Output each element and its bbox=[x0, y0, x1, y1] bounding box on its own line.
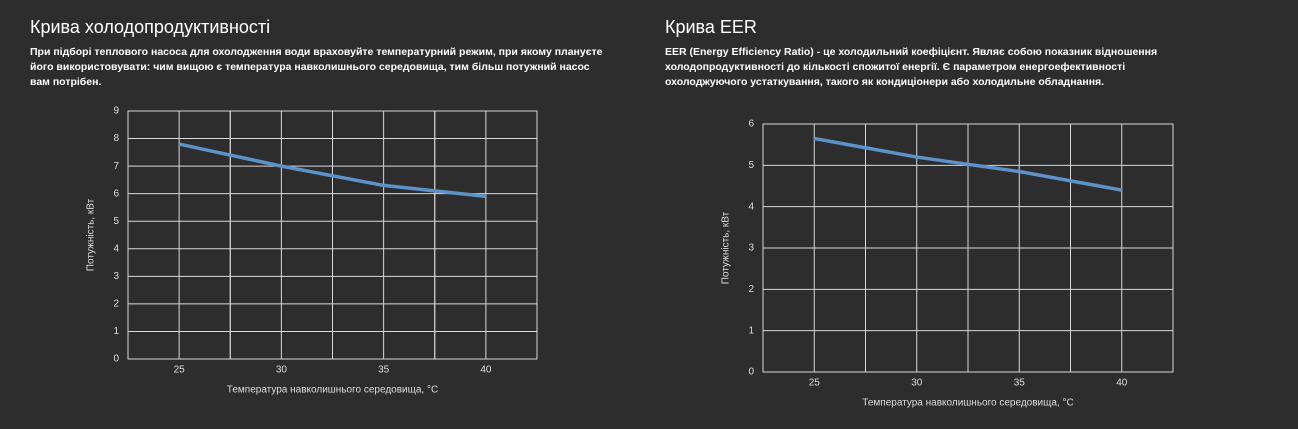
chart-title: Крива холодопродуктивності bbox=[30, 17, 271, 37]
x-tick-label: 30 bbox=[276, 365, 288, 376]
y-axis-label: Потужність, кВт bbox=[721, 211, 732, 284]
y-tick-label: 9 bbox=[113, 106, 119, 117]
chart-subtitle: При підборі теплового насоса для охолодж… bbox=[30, 46, 603, 88]
line bbox=[178, 142, 487, 199]
x-tick-label: 25 bbox=[809, 378, 821, 389]
y-tick-label: 7 bbox=[113, 161, 119, 172]
y-tick-label: 8 bbox=[113, 133, 119, 144]
y-tick-label: 3 bbox=[113, 271, 119, 282]
y-tick-label: 1 bbox=[748, 325, 754, 336]
x-tick-label: 25 bbox=[174, 365, 186, 376]
y-tick-label: 2 bbox=[748, 284, 754, 295]
line bbox=[813, 136, 1123, 192]
y-axis-label: Потужність, кВт bbox=[86, 198, 97, 271]
x-axis-label: Температура навколишнього середовища, °C bbox=[862, 398, 1073, 409]
y-tick-label: 5 bbox=[748, 160, 754, 171]
y-tick-label: 6 bbox=[748, 119, 754, 130]
x-tick-label: 30 bbox=[911, 378, 923, 389]
x-tick-label: 35 bbox=[1014, 378, 1026, 389]
x-axis-label: Температура навколишнього середовища, °C bbox=[227, 385, 438, 396]
y-tick-label: 2 bbox=[113, 299, 119, 310]
y-tick-label: 3 bbox=[748, 243, 754, 254]
y-tick-label: 4 bbox=[113, 243, 119, 254]
chart-subtitle: EER (Energy Efficiency Ratio) - це холод… bbox=[665, 46, 1158, 88]
y-tick-label: 6 bbox=[113, 188, 119, 199]
y-tick-label: 0 bbox=[748, 367, 754, 378]
x-tick-label: 40 bbox=[480, 365, 492, 376]
y-tick-label: 1 bbox=[113, 326, 119, 337]
x-tick-label: 40 bbox=[1116, 378, 1128, 389]
y-tick-label: 0 bbox=[113, 354, 119, 365]
y-tick-label: 4 bbox=[748, 201, 754, 212]
chart-title: Крива EER bbox=[665, 17, 757, 37]
y-tick-label: 5 bbox=[113, 216, 119, 227]
x-tick-label: 35 bbox=[378, 365, 390, 376]
